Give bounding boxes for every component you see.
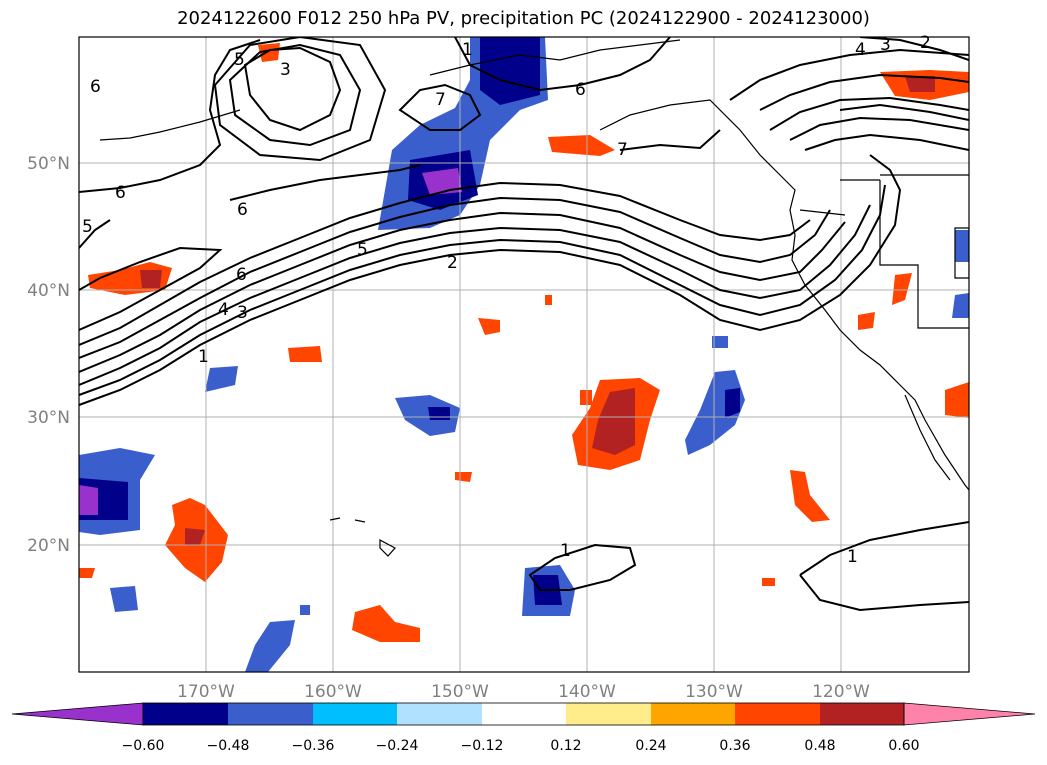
colorbar-segment bbox=[735, 703, 820, 725]
colorbar-segment bbox=[482, 703, 566, 725]
pos-precip-region bbox=[592, 388, 635, 455]
neg-precip-region bbox=[712, 336, 728, 348]
contour-label: 6 bbox=[115, 183, 126, 203]
map-frame bbox=[78, 36, 970, 673]
colorbar-tick-label: 0.48 bbox=[804, 738, 835, 754]
contour-label: 2 bbox=[447, 253, 458, 273]
pos-precip-region bbox=[79, 568, 95, 578]
lon-label: 140°W bbox=[558, 682, 616, 702]
neg-precip-region bbox=[79, 485, 98, 515]
contour-label: 6 bbox=[575, 80, 586, 100]
pos-precip-region bbox=[790, 470, 830, 522]
lat-label: 50°N bbox=[27, 154, 70, 174]
colorbar-tick-label: −0.60 bbox=[122, 738, 165, 754]
pos-precip-region bbox=[455, 472, 472, 482]
contour-label: 3 bbox=[880, 35, 891, 55]
lat-label: 40°N bbox=[27, 281, 70, 301]
colorbar-tick-label: −0.12 bbox=[461, 738, 504, 754]
neg-precip-region bbox=[428, 407, 450, 420]
neg-precip-region bbox=[395, 395, 460, 436]
contour-label: 6 bbox=[237, 200, 248, 220]
pos-precip-region bbox=[892, 273, 912, 305]
neg-precip-region bbox=[952, 293, 969, 318]
pos-precip-region bbox=[762, 578, 775, 586]
colorbar-tick-label: 0.24 bbox=[635, 738, 666, 754]
contour-label: 5 bbox=[234, 50, 245, 70]
longitude-labels: 170°W 160°W 150°W 140°W 130°W 120°W bbox=[177, 682, 870, 702]
colorbar-tick-label: −0.36 bbox=[292, 738, 335, 754]
lat-label: 30°N bbox=[27, 408, 70, 428]
pos-precip-region bbox=[858, 312, 875, 330]
lon-label: 130°W bbox=[685, 682, 743, 702]
neg-precip-region bbox=[300, 605, 310, 615]
lon-label: 120°W bbox=[812, 682, 870, 702]
colorbar-extend-high bbox=[903, 702, 1036, 726]
pos-precip-region bbox=[548, 135, 615, 156]
colorbar-tick-label: −0.48 bbox=[207, 738, 250, 754]
neg-precip-region bbox=[725, 388, 740, 418]
contour-label: 7 bbox=[617, 140, 628, 160]
neg-precip-region bbox=[480, 37, 540, 105]
contour-label: 1 bbox=[198, 347, 209, 367]
pos-precip-region bbox=[478, 318, 500, 335]
colorbar-segment bbox=[397, 703, 482, 725]
map-title: 2024122600 F012 250 hPa PV, precipitatio… bbox=[177, 8, 870, 29]
colorbar-tick-label: 0.12 bbox=[550, 738, 581, 754]
pv-contours bbox=[79, 37, 969, 612]
neg-precip-region bbox=[955, 230, 969, 262]
contour-label: 1 bbox=[560, 541, 571, 561]
colorbar-segment bbox=[651, 703, 735, 725]
pos-precip-region bbox=[580, 390, 592, 405]
contour-label: 4 bbox=[218, 300, 229, 320]
colorbar-segment bbox=[820, 703, 904, 725]
contour-label: 3 bbox=[280, 60, 291, 80]
contour-label: 4 bbox=[855, 40, 866, 60]
latitude-labels: 50°N 40°N 30°N 20°N bbox=[27, 154, 70, 556]
colorbar-extend-low bbox=[11, 702, 144, 726]
pos-precip-region bbox=[140, 270, 162, 288]
contour-label: 1 bbox=[847, 547, 858, 567]
contour-labels: 6 5 3 7 1 6 4 3 2 6 6 5 2 6 4 3 1 5 7 1 … bbox=[82, 33, 931, 567]
lon-label: 170°W bbox=[177, 682, 235, 702]
contour-label: 6 bbox=[90, 77, 101, 97]
colorbar-tick-label: −0.24 bbox=[376, 738, 419, 754]
neg-precip-region bbox=[422, 168, 462, 195]
colorbar-segment bbox=[228, 703, 313, 725]
neg-precip-region bbox=[110, 586, 138, 612]
contour-label: 3 bbox=[237, 303, 248, 323]
pos-precip-region bbox=[905, 76, 935, 92]
contour-label: 7 bbox=[435, 90, 446, 110]
colorbar-segment bbox=[566, 703, 651, 725]
colorbar-segment bbox=[143, 703, 228, 725]
neg-precip-region bbox=[245, 620, 295, 672]
pos-precip-region bbox=[185, 528, 205, 545]
contour-label: 6 bbox=[236, 265, 247, 285]
colorbar-tick-label: 0.36 bbox=[719, 738, 750, 754]
colorbar-segment bbox=[313, 703, 397, 725]
pos-precip-region bbox=[352, 605, 420, 642]
contour-label: 5 bbox=[357, 240, 368, 260]
pos-precip-region bbox=[258, 43, 280, 62]
colorbar: −0.60 −0.48 −0.36 −0.24 −0.12 0.12 0.24 … bbox=[11, 702, 1036, 754]
contour-label: 1 bbox=[462, 40, 473, 60]
pos-precip-region bbox=[945, 382, 969, 418]
colorbar-tick-label: 0.60 bbox=[888, 738, 919, 754]
lon-label: 150°W bbox=[431, 682, 489, 702]
neg-precip-region bbox=[205, 366, 238, 392]
graticule bbox=[79, 37, 969, 672]
pos-precip-region bbox=[288, 346, 322, 362]
colorbar-frame bbox=[142, 702, 905, 726]
lon-label: 160°W bbox=[304, 682, 362, 702]
contour-label: 5 bbox=[82, 217, 93, 237]
lat-label: 20°N bbox=[27, 536, 70, 556]
pos-precip-region bbox=[545, 295, 552, 305]
contour-label: 2 bbox=[920, 33, 931, 53]
